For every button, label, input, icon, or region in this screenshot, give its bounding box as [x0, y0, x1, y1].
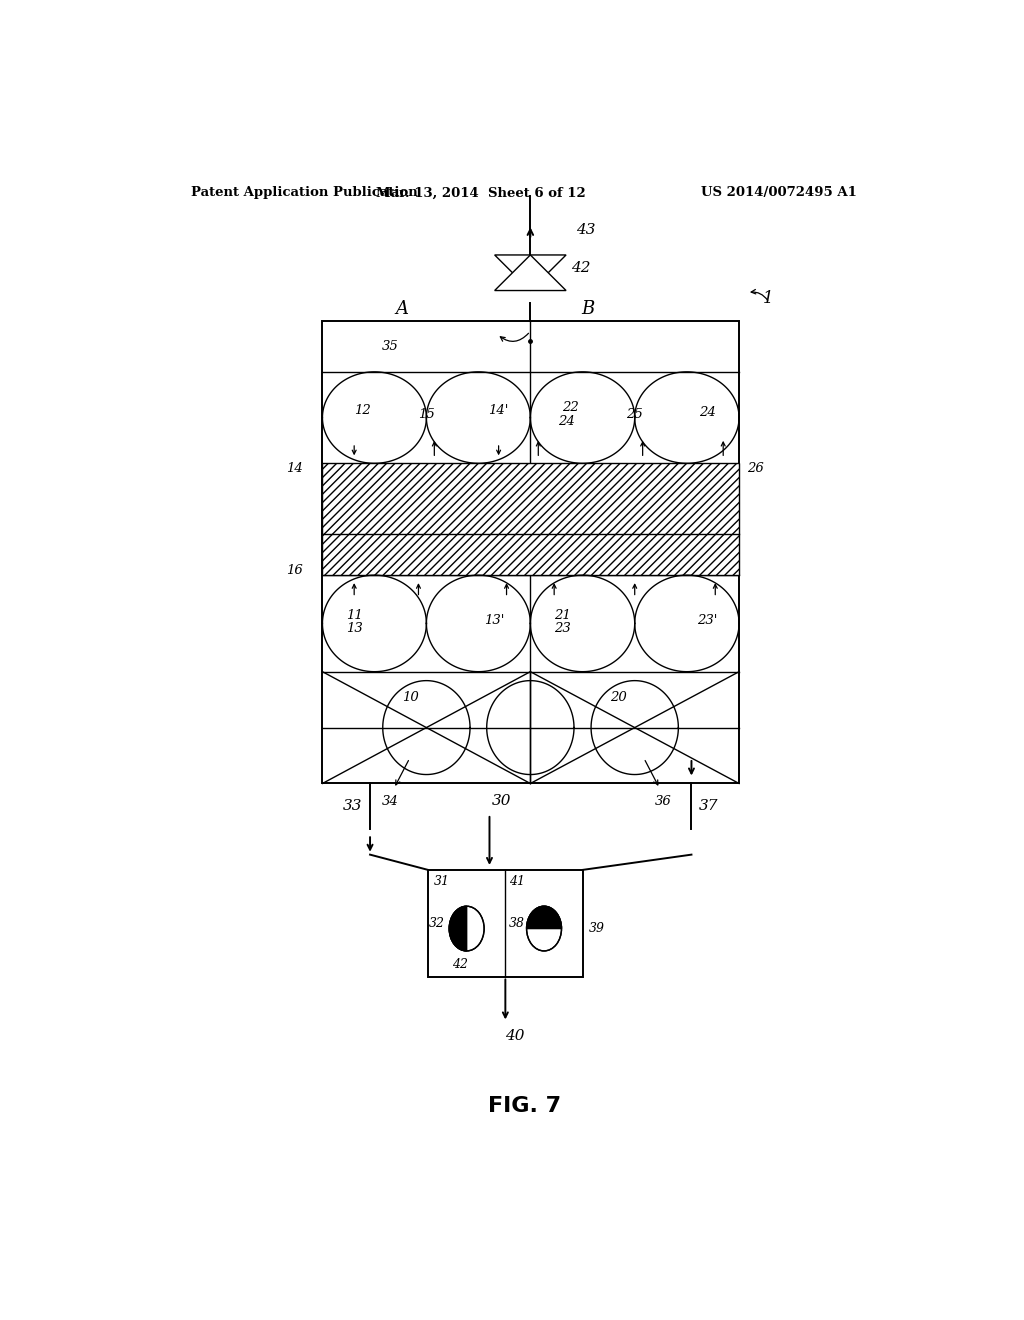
Text: 30: 30	[492, 793, 511, 808]
Bar	[323, 321, 739, 784]
Text: 12: 12	[353, 404, 371, 417]
Polygon shape	[495, 255, 566, 290]
Text: Mar. 13, 2014  Sheet 6 of 12: Mar. 13, 2014 Sheet 6 of 12	[376, 186, 586, 199]
Polygon shape	[495, 255, 566, 290]
Text: 13': 13'	[484, 614, 505, 627]
Text: 13: 13	[346, 622, 362, 635]
Text: 21: 21	[554, 609, 570, 622]
Text: 36: 36	[655, 795, 672, 808]
Text: 40: 40	[505, 1028, 524, 1043]
Circle shape	[450, 907, 484, 950]
Text: 23': 23'	[697, 614, 718, 627]
Text: 38: 38	[509, 917, 525, 931]
Text: 43: 43	[577, 223, 596, 236]
Text: 24: 24	[558, 416, 574, 428]
Bar	[323, 463, 739, 576]
Text: 41: 41	[509, 875, 525, 888]
Text: 32: 32	[429, 917, 445, 931]
Text: 20: 20	[610, 690, 628, 704]
Text: 35: 35	[382, 341, 398, 352]
Text: 23: 23	[554, 622, 570, 635]
Text: 10: 10	[402, 690, 419, 704]
Text: 24: 24	[699, 407, 716, 418]
Text: 1: 1	[763, 290, 773, 308]
Text: 11: 11	[346, 609, 362, 622]
Bar	[428, 870, 583, 977]
Text: 25: 25	[627, 408, 643, 421]
Text: 34: 34	[382, 795, 398, 808]
Circle shape	[526, 907, 561, 950]
Text: US 2014/0072495 A1: US 2014/0072495 A1	[700, 186, 857, 199]
Text: 22: 22	[561, 401, 579, 414]
Text: 42: 42	[570, 261, 590, 275]
Text: 15: 15	[418, 408, 435, 421]
Text: 33: 33	[343, 800, 362, 813]
Text: 31: 31	[434, 875, 451, 888]
Text: 42: 42	[452, 958, 468, 972]
Text: 14: 14	[286, 462, 303, 475]
Text: 37: 37	[699, 800, 719, 813]
Text: 26: 26	[748, 462, 764, 475]
Polygon shape	[450, 907, 467, 950]
Text: A: A	[395, 300, 409, 318]
Text: 14': 14'	[488, 404, 509, 417]
Text: FIG. 7: FIG. 7	[488, 1096, 561, 1115]
Polygon shape	[526, 907, 561, 928]
Text: 39: 39	[589, 923, 605, 935]
Text: B: B	[582, 300, 595, 318]
Text: Patent Application Publication: Patent Application Publication	[191, 186, 418, 199]
Text: 16: 16	[286, 564, 303, 577]
